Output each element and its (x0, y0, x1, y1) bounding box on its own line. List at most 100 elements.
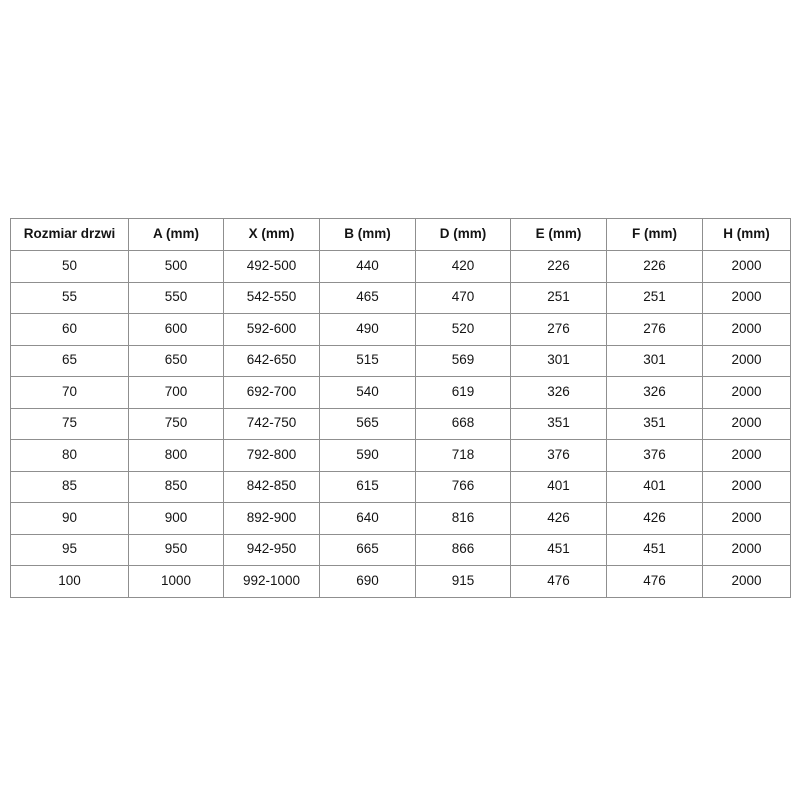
table-cell: 451 (606, 533, 703, 566)
table-cell: 600 (128, 313, 224, 346)
table-cell: 226 (510, 250, 607, 283)
table-cell: 50 (10, 250, 129, 283)
table-cell: 470 (415, 281, 511, 314)
table-cell: 700 (128, 376, 224, 409)
table-cell: 515 (319, 344, 416, 377)
table-cell: 2000 (702, 250, 791, 283)
table-cell: 100 (10, 565, 129, 598)
table-cell: 492-500 (223, 250, 320, 283)
table-cell: 942-950 (223, 533, 320, 566)
table-cell: 401 (510, 470, 607, 503)
table-cell: 426 (606, 502, 703, 535)
table-cell: 301 (510, 344, 607, 377)
table-header: Rozmiar drzwi A (mm) X (mm) B (mm) D (mm) E (… (10, 218, 791, 251)
table-cell: 251 (510, 281, 607, 314)
table-cell: 451 (510, 533, 607, 566)
table-cell: 565 (319, 407, 416, 440)
table-cell: 301 (606, 344, 703, 377)
specification-table-container: Rozmiar drzwi A (mm) X (mm) B (mm) D (mm) E (… (10, 218, 791, 598)
table-cell: 276 (606, 313, 703, 346)
table-cell: 766 (415, 470, 511, 503)
table-cell: 326 (606, 376, 703, 409)
table-cell: 326 (510, 376, 607, 409)
table-row: 55 550 542-550 465 470 251 251 2000 (10, 281, 791, 314)
table-cell: 276 (510, 313, 607, 346)
table-cell: 742-750 (223, 407, 320, 440)
table-cell: 90 (10, 502, 129, 535)
column-header-1: A (mm) (128, 218, 224, 251)
table-row: 75 750 742-750 565 668 351 351 2000 (10, 407, 791, 440)
table-row: 85 850 842-850 615 766 401 401 2000 (10, 470, 791, 503)
table-cell: 619 (415, 376, 511, 409)
table-cell: 426 (510, 502, 607, 535)
table-cell: 376 (510, 439, 607, 472)
table-cell: 351 (510, 407, 607, 440)
table-cell: 642-650 (223, 344, 320, 377)
table-cell: 80 (10, 439, 129, 472)
table-cell: 665 (319, 533, 416, 566)
table-cell: 95 (10, 533, 129, 566)
table-row: 95 950 942-950 665 866 451 451 2000 (10, 533, 791, 566)
table-cell: 75 (10, 407, 129, 440)
table-row: 50 500 492-500 440 420 226 226 2000 (10, 250, 791, 283)
table-cell: 592-600 (223, 313, 320, 346)
table-cell: 65 (10, 344, 129, 377)
table-cell: 70 (10, 376, 129, 409)
column-header-0: Rozmiar drzwi (10, 218, 129, 251)
table-cell: 351 (606, 407, 703, 440)
table-cell: 792-800 (223, 439, 320, 472)
table-cell: 376 (606, 439, 703, 472)
table-cell: 692-700 (223, 376, 320, 409)
table-cell: 915 (415, 565, 511, 598)
table-cell: 540 (319, 376, 416, 409)
table-cell: 690 (319, 565, 416, 598)
table-cell: 950 (128, 533, 224, 566)
table-cell: 476 (606, 565, 703, 598)
door-size-specification-table: Rozmiar drzwi A (mm) X (mm) B (mm) D (mm) E (… (10, 218, 791, 598)
table-cell: 85 (10, 470, 129, 503)
table-cell: 750 (128, 407, 224, 440)
table-header-row: Rozmiar drzwi A (mm) X (mm) B (mm) D (mm) E (… (10, 218, 791, 251)
table-cell: 1000 (128, 565, 224, 598)
table-body: 50 500 492-500 440 420 226 226 2000 55 550 542-550… (10, 250, 791, 598)
table-cell: 650 (128, 344, 224, 377)
table-cell: 2000 (702, 565, 791, 598)
table-cell: 420 (415, 250, 511, 283)
column-header-2: X (mm) (223, 218, 320, 251)
table-cell: 476 (510, 565, 607, 598)
table-cell: 850 (128, 470, 224, 503)
table-cell: 401 (606, 470, 703, 503)
table-cell: 668 (415, 407, 511, 440)
table-cell: 866 (415, 533, 511, 566)
table-cell: 2000 (702, 470, 791, 503)
table-row: 60 600 592-600 490 520 276 276 2000 (10, 313, 791, 346)
table-cell: 992-1000 (223, 565, 320, 598)
table-cell: 800 (128, 439, 224, 472)
table-cell: 590 (319, 439, 416, 472)
column-header-3: B (mm) (319, 218, 416, 251)
table-cell: 55 (10, 281, 129, 314)
table-cell: 2000 (702, 533, 791, 566)
table-cell: 2000 (702, 281, 791, 314)
table-row: 80 800 792-800 590 718 376 376 2000 (10, 439, 791, 472)
table-row: 70 700 692-700 540 619 326 326 2000 (10, 376, 791, 409)
column-header-4: D (mm) (415, 218, 511, 251)
table-row: 90 900 892-900 640 816 426 426 2000 (10, 502, 791, 535)
table-cell: 569 (415, 344, 511, 377)
table-cell: 440 (319, 250, 416, 283)
table-cell: 465 (319, 281, 416, 314)
table-cell: 490 (319, 313, 416, 346)
table-cell: 2000 (702, 313, 791, 346)
table-cell: 550 (128, 281, 224, 314)
table-cell: 251 (606, 281, 703, 314)
table-cell: 60 (10, 313, 129, 346)
table-cell: 718 (415, 439, 511, 472)
table-row: 65 650 642-650 515 569 301 301 2000 (10, 344, 791, 377)
table-cell: 500 (128, 250, 224, 283)
column-header-6: F (mm) (606, 218, 703, 251)
table-cell: 842-850 (223, 470, 320, 503)
column-header-7: H (mm) (702, 218, 791, 251)
table-cell: 226 (606, 250, 703, 283)
table-cell: 2000 (702, 376, 791, 409)
table-cell: 2000 (702, 344, 791, 377)
